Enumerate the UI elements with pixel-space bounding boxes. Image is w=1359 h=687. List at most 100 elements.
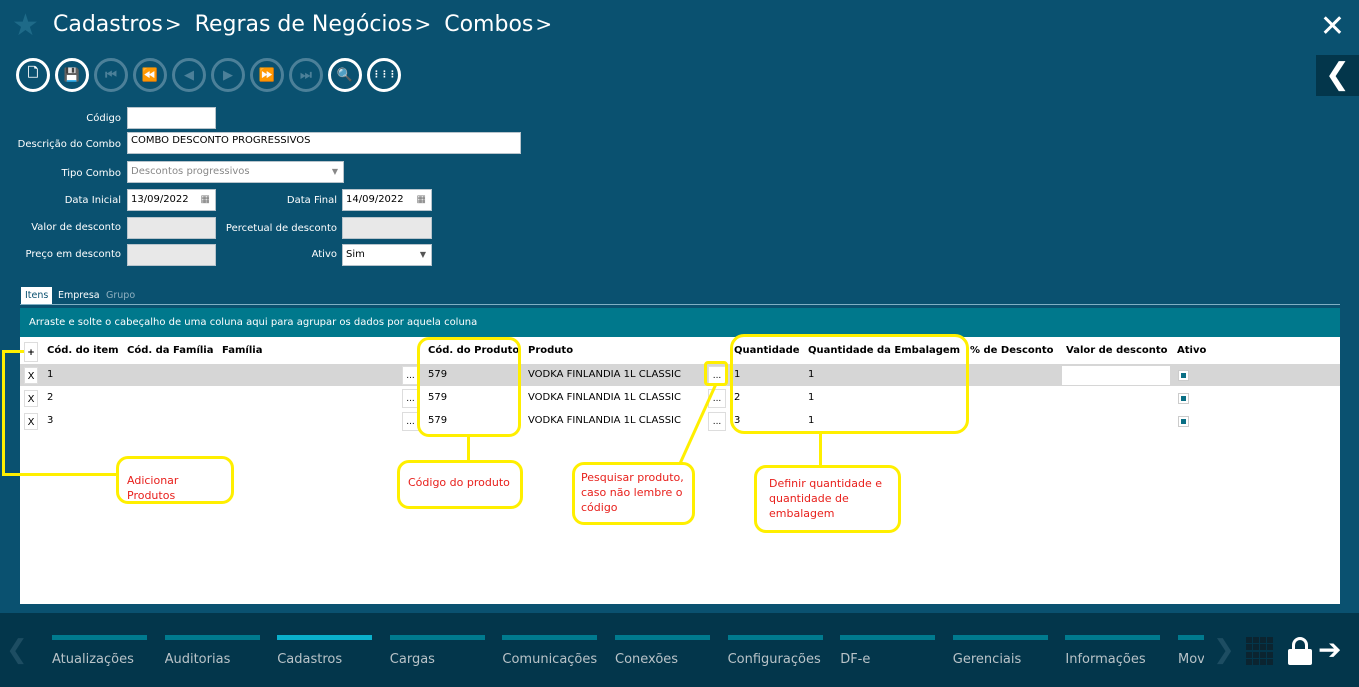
rewind-icon: ⏪ bbox=[141, 67, 159, 83]
codigo-input[interactable] bbox=[127, 107, 216, 129]
data-final-input[interactable]: 14/09/2022 ▦ bbox=[342, 189, 432, 211]
breadcrumb-item[interactable]: Cadastros bbox=[53, 12, 163, 37]
add-row-button[interactable]: + bbox=[24, 342, 38, 362]
group-by-hint: Arraste e solte o cabeçalho de uma colun… bbox=[20, 308, 1340, 337]
data-final-value: 14/09/2022 bbox=[346, 194, 404, 205]
tipo-combo-label: Tipo Combo bbox=[61, 168, 121, 179]
footer-nav: ❮ Atualizações Auditorias Cadastros Cargas C… bbox=[0, 613, 1359, 687]
nav-item[interactable]: Mov bbox=[1178, 635, 1204, 667]
nav-item[interactable]: Cargas bbox=[389, 635, 485, 667]
nav-indicator bbox=[277, 635, 373, 640]
nav-item[interactable]: Conexões bbox=[615, 635, 710, 667]
delete-row-button[interactable]: X bbox=[24, 413, 38, 430]
ativo-value: Sim bbox=[346, 249, 365, 260]
ativo-checkbox[interactable] bbox=[1179, 394, 1188, 403]
produto-cell: VODKA FINLANDIA 1L CLASSIC bbox=[528, 415, 681, 426]
column-header[interactable]: Família bbox=[222, 345, 263, 356]
column-header[interactable]: Cód. da Família bbox=[127, 345, 214, 356]
chevron-right-icon[interactable]: ❯ bbox=[1213, 635, 1235, 665]
nav-item[interactable]: Cadastros bbox=[277, 635, 373, 667]
nav-item[interactable]: Comunicações bbox=[502, 635, 598, 667]
produto-cell: VODKA FINLANDIA 1L CLASSIC bbox=[528, 392, 681, 403]
close-icon[interactable]: ✕ bbox=[1319, 9, 1345, 44]
annotation-adicionar-produtos: Adicionar Produtos bbox=[116, 456, 234, 504]
ativo-checkbox[interactable] bbox=[1179, 417, 1188, 426]
quantidade-cell[interactable]: 1 bbox=[734, 369, 741, 380]
qtd-embalagem-cell[interactable]: 1 bbox=[808, 415, 815, 426]
produto-search-button[interactable]: ... bbox=[708, 412, 726, 431]
breadcrumb-separator: > bbox=[535, 12, 553, 36]
nav-label: Comunicações bbox=[502, 652, 598, 667]
percentual-desconto-input bbox=[342, 217, 432, 239]
percentual-desconto-label: Percetual de desconto bbox=[225, 223, 337, 234]
new-document-button[interactable]: 🗋 bbox=[16, 58, 50, 92]
nav-label: Gerenciais bbox=[952, 652, 1022, 667]
quantidade-cell[interactable]: 2 bbox=[734, 392, 741, 403]
table-row[interactable]: X 3 ... 579 VODKA FINLANDIA 1L CLASSIC .… bbox=[20, 410, 1340, 432]
data-inicial-input[interactable]: 13/09/2022 ▦ bbox=[127, 189, 216, 211]
delete-row-button[interactable]: X bbox=[24, 390, 38, 407]
last-button: ⏭ bbox=[289, 58, 323, 92]
qtd-embalagem-cell[interactable]: 1 bbox=[808, 392, 815, 403]
annotation-connector bbox=[2, 473, 120, 476]
table-row[interactable]: X 2 ... 579 VODKA FINLANDIA 1L CLASSIC .… bbox=[20, 387, 1340, 409]
column-header[interactable]: % de Desconto bbox=[970, 345, 1054, 356]
annotation-pesquisar-produto: Pesquisar produto, caso não lembre o cód… bbox=[572, 462, 695, 525]
breadcrumb-item[interactable]: Regras de Negócios bbox=[194, 12, 413, 37]
breadcrumb: Cadastros > Regras de Negócios > Combos > bbox=[53, 12, 558, 37]
star-icon[interactable]: ★ bbox=[12, 8, 39, 43]
produto-cell: VODKA FINLANDIA 1L CLASSIC bbox=[528, 369, 681, 380]
nav-indicator bbox=[164, 635, 260, 640]
nav-item[interactable]: Atualizações bbox=[52, 635, 147, 667]
nav-label: DF-e bbox=[840, 652, 871, 667]
nav-label: Conexões bbox=[615, 652, 679, 667]
column-header[interactable]: Quantidade bbox=[734, 345, 800, 356]
nav-item[interactable]: Configurações bbox=[727, 635, 823, 667]
lock-icon[interactable] bbox=[1288, 637, 1312, 665]
grid-button[interactable]: ⋮⋮⋮ bbox=[367, 58, 401, 92]
nav-item[interactable]: Informações bbox=[1065, 635, 1161, 667]
cod-item-cell: 1 bbox=[47, 369, 54, 380]
descricao-input[interactable]: COMBO DESCONTO PROGRESSIVOS bbox=[127, 132, 521, 154]
last-icon: ⏭ bbox=[300, 67, 312, 83]
save-button[interactable]: 💾 bbox=[55, 58, 89, 92]
breadcrumb-separator: > bbox=[164, 12, 182, 36]
ativo-select[interactable]: Sim ▼ bbox=[342, 244, 432, 266]
codigo-label: Código bbox=[86, 113, 121, 124]
logout-arrow-icon[interactable]: ➔ bbox=[1318, 633, 1342, 666]
previous-icon: ◀ bbox=[184, 67, 194, 83]
qtd-embalagem-cell[interactable]: 1 bbox=[808, 369, 815, 380]
search-button[interactable]: 🔍 bbox=[328, 58, 362, 92]
tab-itens[interactable]: Itens bbox=[21, 287, 53, 304]
nav-item[interactable]: DF-e bbox=[840, 635, 936, 667]
ativo-checkbox[interactable] bbox=[1179, 371, 1188, 380]
chevron-down-icon: ▼ bbox=[331, 167, 338, 176]
valor-desconto-input[interactable] bbox=[1062, 366, 1170, 385]
chevron-left-icon[interactable]: ❮ bbox=[1316, 55, 1359, 96]
tab-empresa[interactable]: Empresa bbox=[58, 290, 100, 301]
chevron-left-icon[interactable]: ❮ bbox=[6, 635, 28, 665]
nav-label: Informações bbox=[1065, 652, 1146, 667]
nav-item[interactable]: Auditorias bbox=[164, 635, 260, 667]
annotation-connector bbox=[467, 437, 470, 461]
apps-grid-icon[interactable] bbox=[1246, 637, 1274, 665]
valor-desconto-input bbox=[127, 217, 216, 239]
column-header[interactable]: Cód. do Produto bbox=[428, 345, 520, 356]
column-header[interactable]: Cód. do item bbox=[47, 345, 119, 356]
nav-label: Configurações bbox=[727, 652, 821, 667]
column-header[interactable]: Ativo bbox=[1177, 345, 1207, 356]
new-document-icon: 🗋 bbox=[27, 66, 39, 81]
nav-indicator bbox=[1065, 635, 1161, 640]
column-header[interactable]: Produto bbox=[528, 345, 574, 356]
calendar-icon[interactable]: ▦ bbox=[200, 194, 210, 205]
annotation-connector bbox=[819, 434, 822, 466]
delete-row-button[interactable]: X bbox=[24, 367, 38, 384]
chevron-down-icon: ▼ bbox=[419, 250, 426, 259]
calendar-icon[interactable]: ▦ bbox=[416, 194, 426, 205]
breadcrumb-item[interactable]: Combos bbox=[444, 12, 534, 37]
nav-item[interactable]: Gerenciais bbox=[952, 635, 1048, 667]
tipo-combo-select[interactable]: Descontos progressivos ▼ bbox=[127, 161, 344, 183]
fast-forward-icon: ⏩ bbox=[258, 67, 276, 83]
column-header[interactable]: Quantidade da Embalagem bbox=[808, 345, 961, 356]
column-header[interactable]: Valor de desconto bbox=[1066, 345, 1168, 356]
